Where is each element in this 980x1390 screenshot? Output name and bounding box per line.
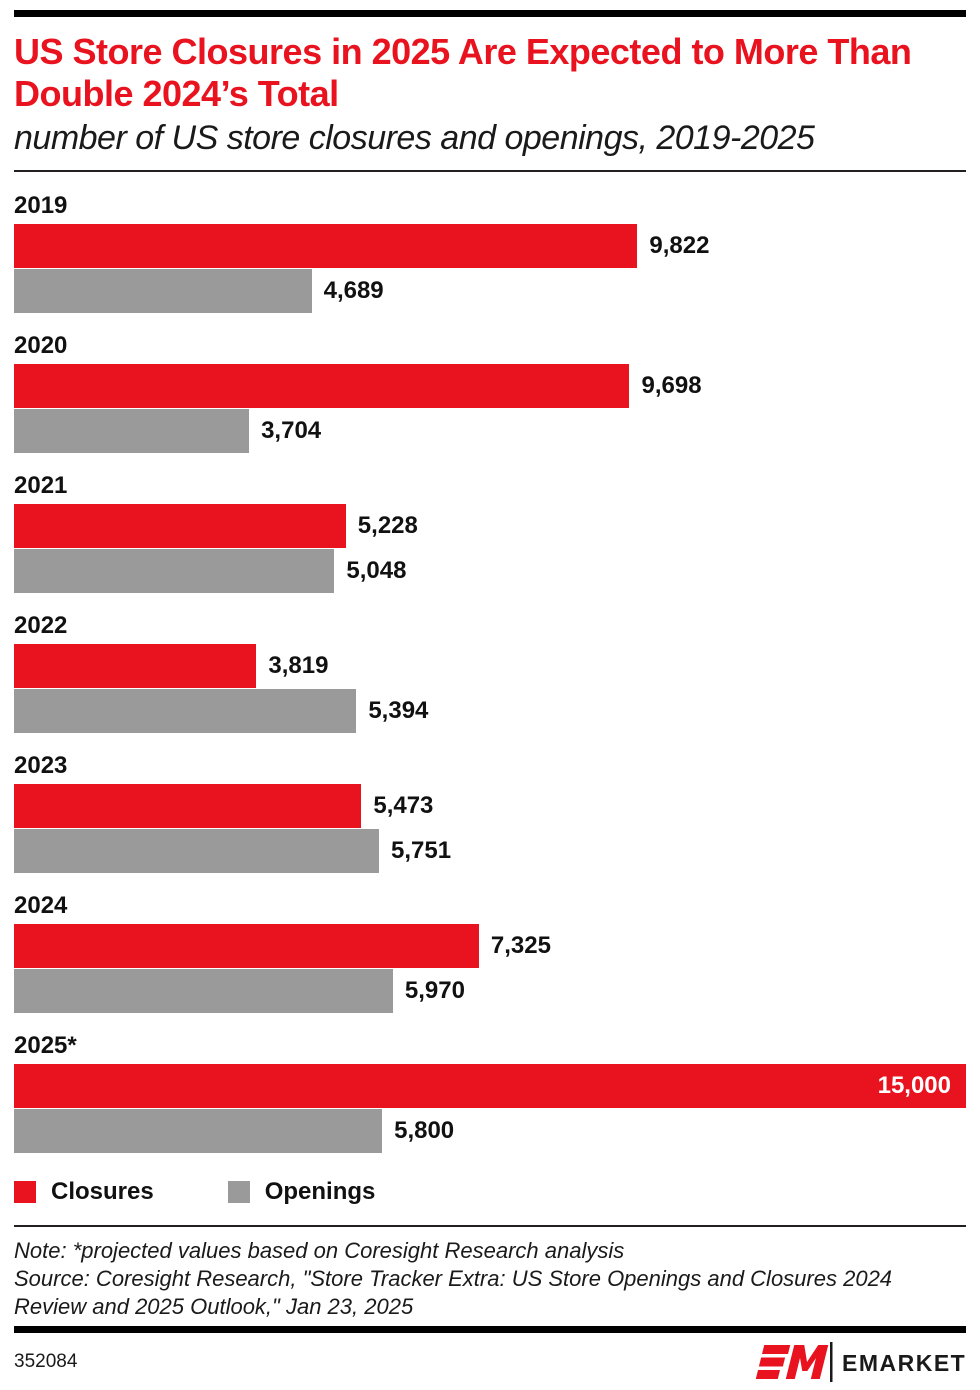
openings-value: 5,800 — [394, 1117, 455, 1145]
bottom-rule — [14, 1326, 966, 1334]
closures-bar — [14, 924, 479, 969]
year-label: 2021 — [14, 472, 68, 500]
closures-bar — [14, 644, 257, 689]
chart-title: US Store Closures in 2025 Are Expected t… — [14, 31, 912, 114]
footnotes: Note: *projected values based on Coresig… — [14, 1237, 966, 1320]
closures-bar-row: 9,822 — [14, 224, 966, 269]
header-rule — [14, 170, 966, 173]
legend-item-openings: Openings — [227, 1178, 376, 1206]
closures-value: 7,325 — [490, 932, 551, 960]
closures-value: 5,473 — [373, 792, 434, 820]
year-group: 2025* 15,000 5,800 — [14, 1032, 966, 1154]
year-label: 2020 — [14, 332, 68, 360]
legend-item-closures: Closures — [14, 1178, 154, 1206]
emarketer-logo: EMARKETER — [754, 1342, 966, 1383]
year-group: 2023 5,473 5,751 — [14, 752, 966, 874]
openings-bar-row: 5,751 — [14, 829, 966, 874]
openings-bar — [14, 1109, 383, 1154]
closures-bar-row: 5,473 — [14, 784, 966, 829]
closures-bar-row: 5,228 — [14, 504, 966, 549]
year-label: 2022 — [14, 612, 68, 640]
openings-bar — [14, 269, 312, 314]
top-rule — [14, 10, 966, 17]
year-label: 2025* — [14, 1032, 77, 1060]
openings-value: 5,394 — [368, 697, 429, 725]
closures-swatch-icon — [14, 1181, 36, 1204]
closures-bar — [14, 364, 630, 409]
closures-bar-row: 7,325 — [14, 924, 966, 969]
chart-id: 352084 — [14, 1351, 78, 1373]
openings-bar-row: 3,704 — [14, 409, 966, 454]
brand-name-text: EMARKETER — [842, 1350, 966, 1376]
closures-bar-row: 9,698 — [14, 364, 966, 409]
year-group: 2022 3,819 5,394 — [14, 612, 966, 734]
chart-legend: Closures Openings — [14, 1178, 966, 1206]
legend-label-openings: Openings — [264, 1178, 376, 1206]
source-text: Source: Coresight Research, "Store Track… — [14, 1266, 893, 1319]
footer: 352084 EMARKETER — [14, 1342, 966, 1383]
openings-bar-row: 5,800 — [14, 1109, 966, 1154]
note-text: Note: *projected values based on Coresig… — [14, 1238, 625, 1264]
closures-value: 9,698 — [641, 372, 702, 400]
year-label: 2019 — [14, 192, 68, 220]
openings-swatch-icon — [227, 1181, 250, 1204]
openings-value: 3,704 — [261, 417, 322, 445]
closures-bar: 15,000 — [14, 1064, 966, 1109]
year-group: 2019 9,822 4,689 — [14, 192, 966, 314]
em-logo-icon: EMARKETER — [755, 1342, 966, 1383]
openings-bar — [14, 969, 393, 1014]
openings-bar — [14, 549, 335, 594]
openings-bar — [14, 689, 357, 734]
openings-bar-row: 5,970 — [14, 969, 966, 1014]
openings-bar-row: 4,689 — [14, 269, 966, 314]
year-group: 2020 9,698 3,704 — [14, 332, 966, 454]
closures-value: 5,228 — [357, 512, 418, 540]
note-rule — [14, 1225, 966, 1228]
openings-bar-row: 5,394 — [14, 689, 966, 734]
closures-value: 15,000 — [877, 1072, 951, 1100]
closures-bar-row: 3,819 — [14, 644, 966, 689]
openings-value: 5,751 — [390, 837, 452, 865]
bar-chart: 2019 9,822 4,689 2020 9,698 3,704 2021 5,228 5,0… — [14, 192, 966, 1154]
legend-label-closures: Closures — [51, 1178, 154, 1206]
closures-bar — [14, 784, 362, 829]
year-group: 2021 5,228 5,048 — [14, 472, 966, 594]
closures-bar-row: 15,000 — [14, 1064, 966, 1109]
closures-bar — [14, 224, 638, 269]
chart-subtitle: number of US store closures and openings… — [14, 118, 815, 157]
openings-bar — [14, 829, 379, 874]
openings-bar — [14, 409, 250, 454]
openings-value: 4,689 — [323, 277, 384, 305]
openings-value: 5,048 — [346, 557, 407, 585]
year-group: 2024 7,325 5,970 — [14, 892, 966, 1014]
closures-value: 9,822 — [649, 232, 710, 260]
openings-bar-row: 5,048 — [14, 549, 966, 594]
year-label: 2023 — [14, 752, 68, 780]
openings-value: 5,970 — [404, 977, 465, 1005]
year-label: 2024 — [14, 892, 68, 920]
closures-value: 3,819 — [268, 652, 329, 680]
closures-bar — [14, 504, 346, 549]
